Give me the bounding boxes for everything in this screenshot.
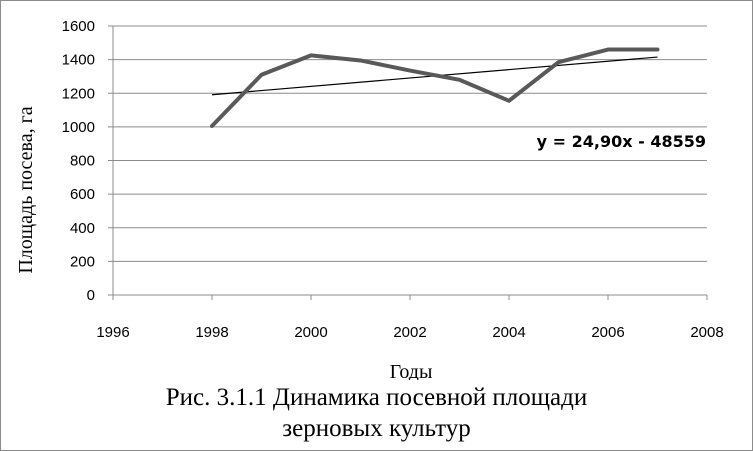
y-axis-title: Площадь посева, га — [15, 106, 37, 273]
y-tick-label: 600 — [70, 186, 95, 203]
caption-line-2: зерновых культур — [282, 415, 471, 442]
y-tick-label: 1200 — [62, 85, 95, 102]
series-line — [210, 47, 660, 129]
x-axis-title: Годы — [390, 361, 433, 380]
x-tick-label: 1998 — [195, 324, 228, 341]
y-tick-label: 400 — [70, 220, 95, 237]
y-tick-labels: 0 200 400 600 800 1000 1200 1400 1600 — [62, 18, 95, 304]
caption-line-1: Рис. 3.1.1 Динамика посевной площади — [165, 384, 588, 411]
trendline-equation: y = 24,90x - 48559 — [537, 132, 706, 151]
axes — [108, 25, 708, 300]
line-chart: 0 200 400 600 800 1000 1200 1400 1600 1996 1998 20… — [15, 18, 724, 380]
y-tick-label: 200 — [70, 253, 95, 270]
y-tick-label: 0 — [87, 287, 95, 304]
x-tick-label: 2006 — [591, 324, 624, 341]
y-tick-label: 1400 — [62, 52, 95, 69]
x-tick-labels: 1996 1998 2000 2002 2004 2006 2008 — [96, 324, 723, 341]
y-tick-label: 1000 — [62, 119, 95, 136]
y-tick-label: 1600 — [62, 18, 95, 35]
x-tick-label: 2004 — [492, 324, 525, 341]
x-tick-label: 2000 — [294, 324, 327, 341]
y-tick-label: 800 — [70, 153, 95, 170]
series-group — [210, 47, 660, 129]
x-tick-label: 1996 — [96, 324, 129, 341]
x-tick-label: 2008 — [690, 324, 723, 341]
x-tick-label: 2002 — [393, 324, 426, 341]
figure-caption: Рис. 3.1.1 Динамика посевной площади зер… — [0, 382, 753, 444]
